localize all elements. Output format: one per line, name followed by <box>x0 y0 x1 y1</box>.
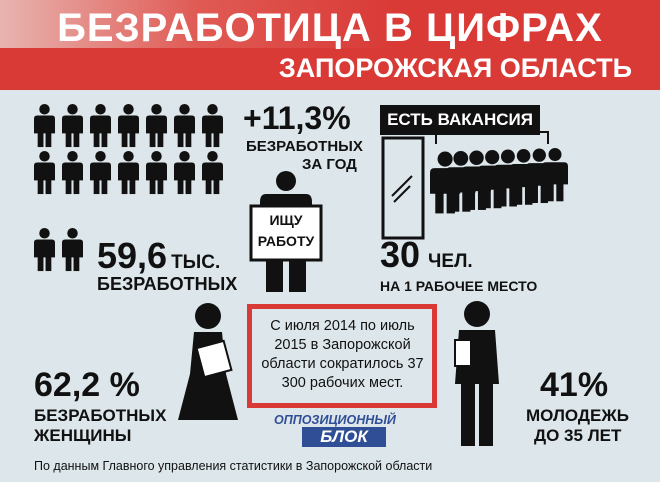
vacancy-number: 30 <box>380 234 421 275</box>
page-subtitle: ЗАПОРОЖСКАЯ ОБЛАСТЬ <box>278 53 632 83</box>
page-title: БЕЗРАБОТИЦА В ЦИФРАХ <box>57 6 603 50</box>
growth-label-2: ЗА ГОД <box>302 156 357 173</box>
crowd-person <box>34 104 55 148</box>
crowd-person <box>202 151 223 195</box>
vacancy-value: 30 чел. <box>380 235 473 282</box>
unemployed-value: 59,6 тыс. <box>97 236 220 283</box>
crowd-icon <box>34 104 223 272</box>
crowd-person <box>34 151 55 195</box>
woman-icon <box>178 303 238 420</box>
youth-label-1: МОЛОДЕЖЬ <box>526 406 629 425</box>
youth-value: 41% <box>540 366 609 404</box>
women-label-2: ЖЕНЩИНЫ <box>34 426 132 445</box>
youth-label-2: ДО 35 ЛЕТ <box>534 426 622 445</box>
vacancy-banner: ЕСТЬ ВАКАНСИЯ <box>380 105 540 135</box>
vacancy-unit: чел. <box>428 251 473 272</box>
unemployed-number: 59,6 <box>97 235 168 276</box>
crowd-person <box>62 151 83 195</box>
crowd-person <box>118 104 139 148</box>
header-banner <box>0 0 660 90</box>
crowd-person <box>90 151 111 195</box>
growth-label-1: БЕЗРАБОТНЫХ <box>246 138 363 155</box>
vacancy-label: НА 1 РАБОЧЕЕ МЕСТО <box>380 278 538 294</box>
center-note-box: С июля 2014 по июль 2015 в Запорожской о… <box>247 304 437 408</box>
crowd-person <box>62 104 83 148</box>
women-label-1: БЕЗРАБОТНЫХ <box>34 406 167 425</box>
unemployed-unit: тыс. <box>171 252 221 273</box>
logo-line-2: БЛОК <box>302 427 386 447</box>
center-note: С июля 2014 по июль 2015 в Запорожской о… <box>261 318 424 391</box>
header-gradient <box>0 0 660 48</box>
women-value: 62,2 % <box>34 366 140 404</box>
door-icon <box>381 136 425 240</box>
sign-line-2: РАБОТУ <box>257 233 315 249</box>
crowd-person <box>146 151 167 195</box>
queue-person <box>542 148 568 202</box>
crowd-person <box>90 104 111 148</box>
crowd-person <box>62 228 83 272</box>
crowd-person <box>174 151 195 195</box>
crowd-person <box>34 228 55 272</box>
footer-source: По данным Главного управления статистики… <box>34 459 433 473</box>
queue-icon <box>430 131 568 214</box>
logo: ОППОЗИЦИОННЫЙ БЛОК <box>274 413 396 449</box>
unemployed-label: БЕЗРАБОТНЫХ <box>97 274 238 294</box>
crowd-person <box>174 104 195 148</box>
young-man-icon <box>454 301 499 446</box>
crowd-person <box>202 104 223 148</box>
crowd-person <box>118 151 139 195</box>
job-seeker-icon <box>249 171 323 292</box>
logo-line-1: ОППОЗИЦИОННЫЙ <box>274 413 396 427</box>
sign-line-1: ИЩУ <box>269 212 303 228</box>
growth-value: +11,3% <box>243 100 351 136</box>
crowd-person <box>146 104 167 148</box>
queue-bracket <box>435 131 549 144</box>
